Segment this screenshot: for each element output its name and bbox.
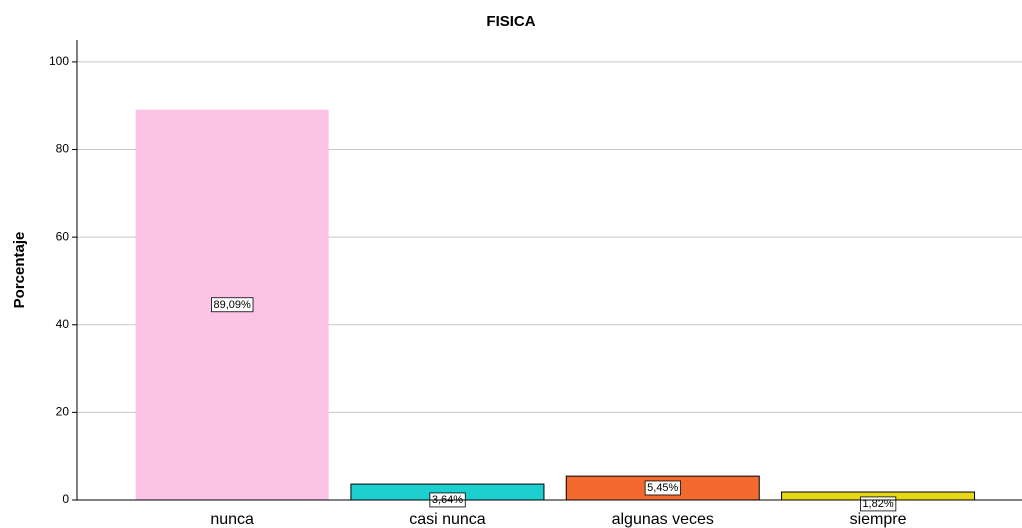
x-tick-label: nunca [210,511,254,528]
value-label-box [644,480,681,496]
y-tick-label: 80 [56,142,70,156]
y-tick-label: 60 [56,229,70,243]
y-tick-label: 100 [49,54,69,68]
x-tick-label: algunas veces [612,511,714,528]
y-tick-label: 0 [62,492,69,506]
y-tick-label: 20 [56,405,70,419]
value-label-box [211,297,254,313]
chart-title: FISICA [486,13,535,30]
value-label: 5,45% [647,482,678,494]
y-axis-label: Porcentaje [11,232,28,309]
y-tick-label: 40 [56,317,70,331]
x-tick-label: siempre [850,511,907,528]
value-label: 1,82% [862,498,893,510]
value-label: 89,09% [213,299,251,311]
x-tick-label: casi nunca [409,511,486,528]
